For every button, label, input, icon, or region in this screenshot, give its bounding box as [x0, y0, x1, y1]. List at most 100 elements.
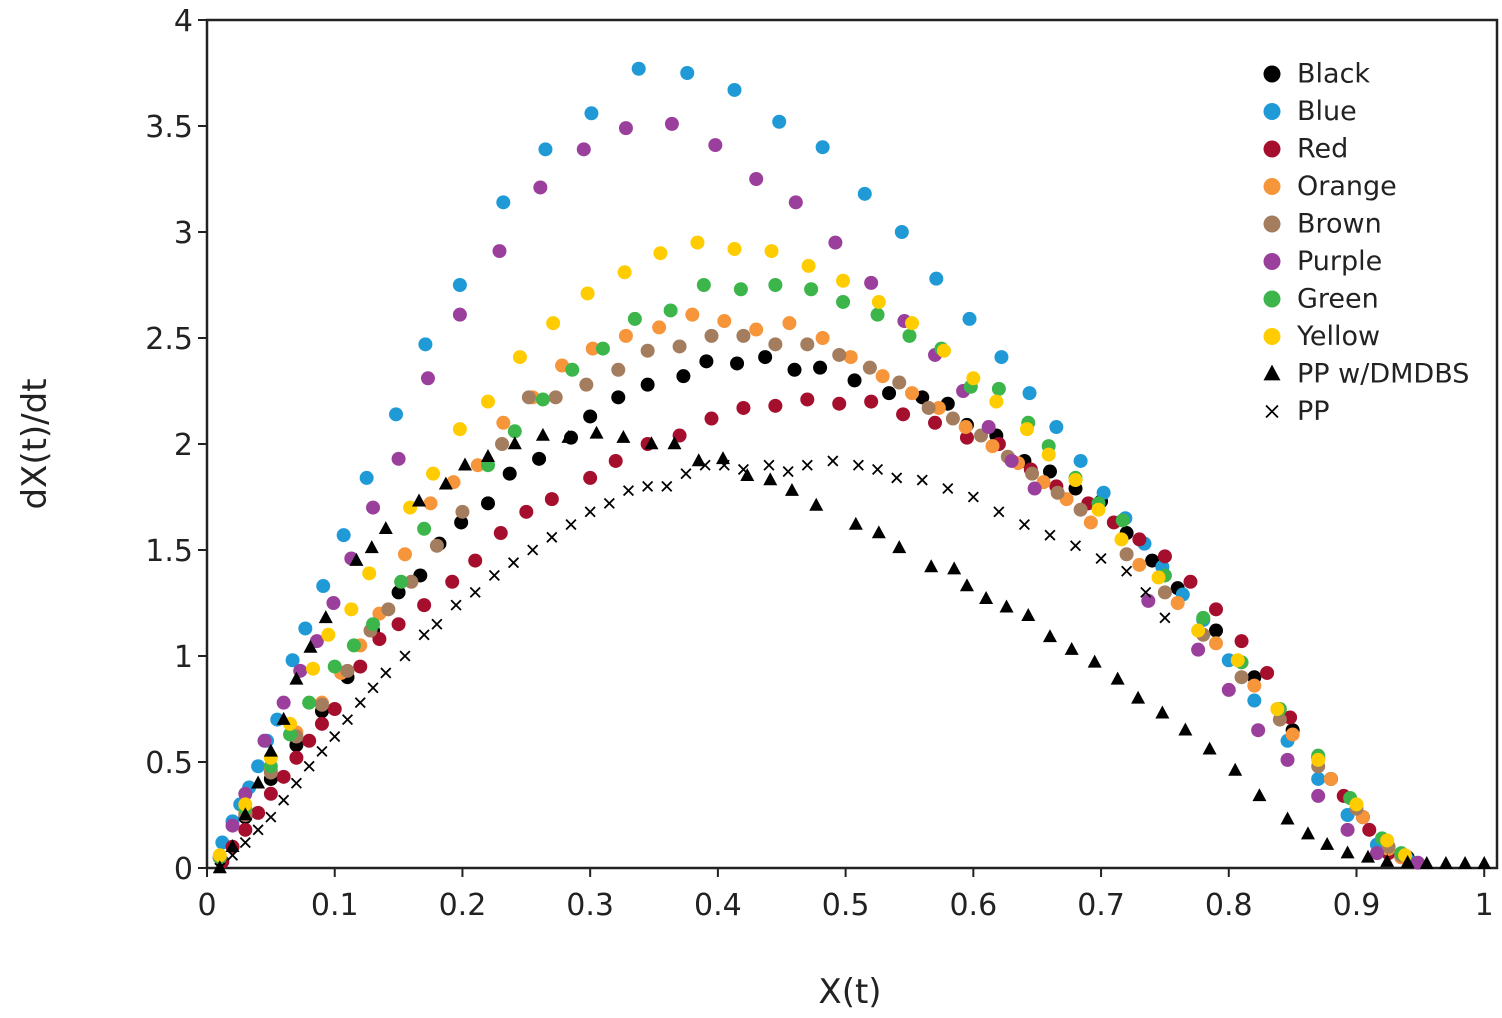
data-point — [579, 377, 594, 392]
data-point — [916, 474, 928, 486]
data-point — [480, 496, 495, 511]
data-point — [251, 759, 266, 774]
x-tick-label: 1 — [1475, 888, 1494, 923]
data-point — [1064, 641, 1079, 655]
data-point — [708, 138, 723, 153]
data-point — [496, 195, 511, 210]
data-point — [749, 172, 764, 186]
data-point — [454, 515, 469, 530]
data-point — [942, 482, 954, 495]
data-point — [616, 429, 631, 443]
data-point — [690, 235, 705, 250]
data-point — [507, 436, 522, 450]
data-point — [412, 493, 427, 507]
data-point — [1019, 422, 1034, 437]
data-point — [366, 500, 381, 515]
data-point — [418, 337, 433, 352]
legend-label: Orange — [1297, 171, 1397, 202]
data-point — [544, 492, 559, 507]
data-point — [251, 805, 266, 820]
data-point — [813, 360, 828, 375]
data-point — [399, 650, 411, 662]
data-point — [891, 472, 903, 484]
data-point — [836, 294, 851, 309]
data-point — [1202, 741, 1217, 755]
data-point — [378, 521, 393, 535]
data-point — [535, 427, 550, 441]
data-point — [801, 459, 813, 471]
data-point — [445, 574, 460, 589]
data-point — [1285, 727, 1300, 742]
data-point — [905, 386, 920, 401]
data-point — [611, 390, 626, 405]
data-point — [561, 429, 576, 443]
data-point — [329, 731, 341, 743]
data-point — [519, 504, 534, 519]
data-point — [704, 411, 719, 426]
y-tick-label: 3 — [174, 216, 193, 251]
data-point — [764, 244, 779, 259]
legend-marker — [1263, 178, 1281, 195]
y-tick-label: 0 — [174, 852, 193, 887]
data-point — [857, 186, 872, 201]
data-point — [875, 369, 890, 384]
data-point — [642, 480, 654, 492]
data-point — [495, 437, 510, 451]
data-point — [1115, 513, 1130, 528]
data-point — [699, 354, 714, 369]
data-point — [894, 225, 909, 239]
data-point — [763, 472, 778, 486]
data-point — [1477, 856, 1492, 870]
data-point — [321, 627, 336, 642]
data-point — [800, 392, 815, 407]
data-point — [667, 436, 682, 450]
legend-label: PP — [1297, 396, 1330, 427]
data-point — [717, 314, 732, 329]
legend-label: Purple — [1297, 246, 1382, 277]
data-point — [1260, 665, 1275, 680]
data-point — [622, 485, 635, 497]
data-point — [576, 142, 591, 157]
data-point — [1141, 593, 1156, 608]
data-point — [502, 466, 517, 481]
data-point — [1419, 856, 1434, 870]
data-point — [214, 862, 226, 874]
data-point — [928, 415, 943, 430]
data-point — [346, 638, 361, 653]
data-point — [391, 451, 406, 466]
data-point — [565, 362, 580, 377]
data-point — [359, 470, 374, 485]
x-tick-label: 0.5 — [822, 888, 870, 923]
data-point — [276, 769, 291, 784]
data-point — [782, 316, 797, 331]
data-point — [521, 390, 536, 405]
legend-label: Yellow — [1296, 321, 1380, 352]
data-point — [864, 394, 879, 409]
data-point — [768, 337, 783, 352]
data-point — [1021, 608, 1036, 621]
data-point — [740, 468, 755, 482]
data-point — [1114, 532, 1129, 547]
legend-marker — [1263, 364, 1281, 381]
data-point — [832, 396, 847, 411]
data-point — [685, 307, 700, 322]
data-point — [1042, 629, 1057, 643]
data-point — [1041, 447, 1056, 462]
data-point — [468, 553, 483, 568]
data-point — [303, 639, 318, 653]
data-point — [864, 275, 879, 290]
data-point — [852, 459, 864, 471]
x-tick-label: 0.1 — [311, 888, 359, 923]
data-point — [699, 459, 711, 471]
data-point — [507, 557, 520, 569]
data-point — [847, 373, 862, 388]
data-point — [303, 760, 315, 772]
data-point — [354, 697, 366, 709]
data-point — [618, 121, 633, 136]
data-point — [768, 398, 783, 413]
data-point — [947, 561, 962, 575]
data-point — [608, 453, 623, 468]
data-point — [426, 466, 441, 481]
legend-marker — [1265, 404, 1279, 419]
